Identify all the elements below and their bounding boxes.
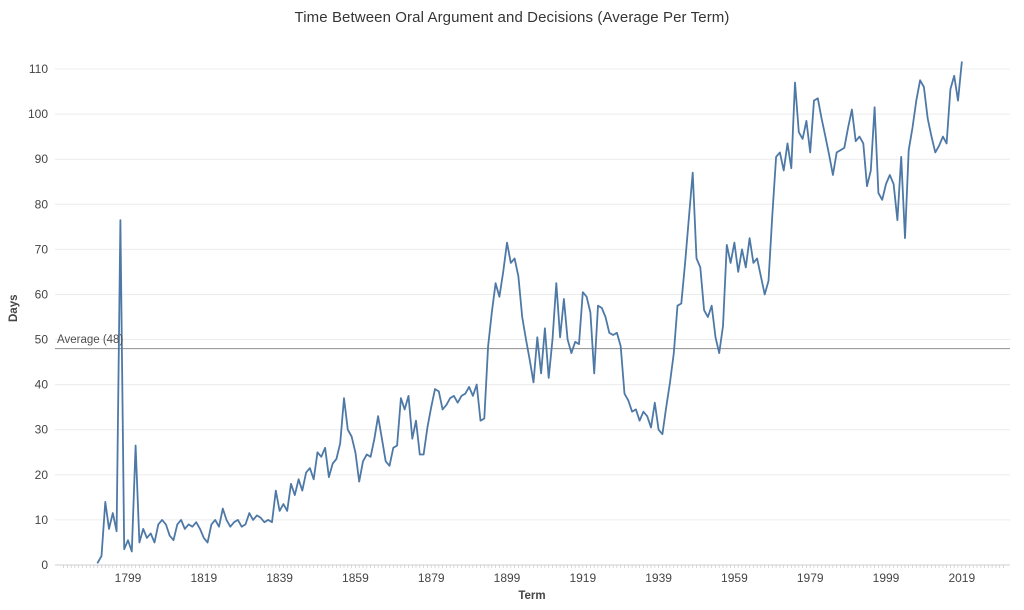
y-tick-label: 40 — [35, 378, 49, 392]
x-tick-label: 1979 — [797, 571, 824, 585]
average-reference-line-label: Average (48) — [57, 334, 124, 346]
x-tick-label: 1939 — [645, 571, 672, 585]
x-tick-label: 1879 — [418, 571, 445, 585]
y-tick-label: 100 — [28, 107, 48, 121]
x-tick-label: 1799 — [115, 571, 142, 585]
y-tick-label: 20 — [35, 468, 49, 482]
x-tick-label: 1959 — [721, 571, 748, 585]
x-tick-label: 1859 — [342, 571, 369, 585]
y-tick-label: 30 — [35, 423, 49, 437]
x-tick-label: 1999 — [873, 571, 900, 585]
series-line — [96, 61, 963, 564]
y-tick-label: 70 — [35, 242, 49, 256]
x-axis-title: Term — [518, 590, 546, 602]
y-tick-label: 0 — [41, 558, 48, 572]
y-tick-label: 10 — [35, 513, 49, 527]
x-tick-label: 2019 — [948, 571, 975, 585]
chart-title: Time Between Oral Argument and Decisions… — [294, 9, 730, 26]
x-tick-label: 1839 — [266, 571, 293, 585]
x-tick-label: 1819 — [190, 571, 217, 585]
x-tick-label: 1899 — [494, 571, 521, 585]
y-tick-label: 110 — [29, 62, 48, 76]
y-tick-label: 60 — [35, 288, 49, 302]
y-tick-label: 90 — [35, 152, 49, 166]
y-tick-label: 50 — [35, 333, 49, 347]
y-axis-title: Days — [8, 294, 20, 323]
x-tick-label: 1919 — [569, 571, 596, 585]
y-tick-label: 80 — [35, 197, 49, 211]
